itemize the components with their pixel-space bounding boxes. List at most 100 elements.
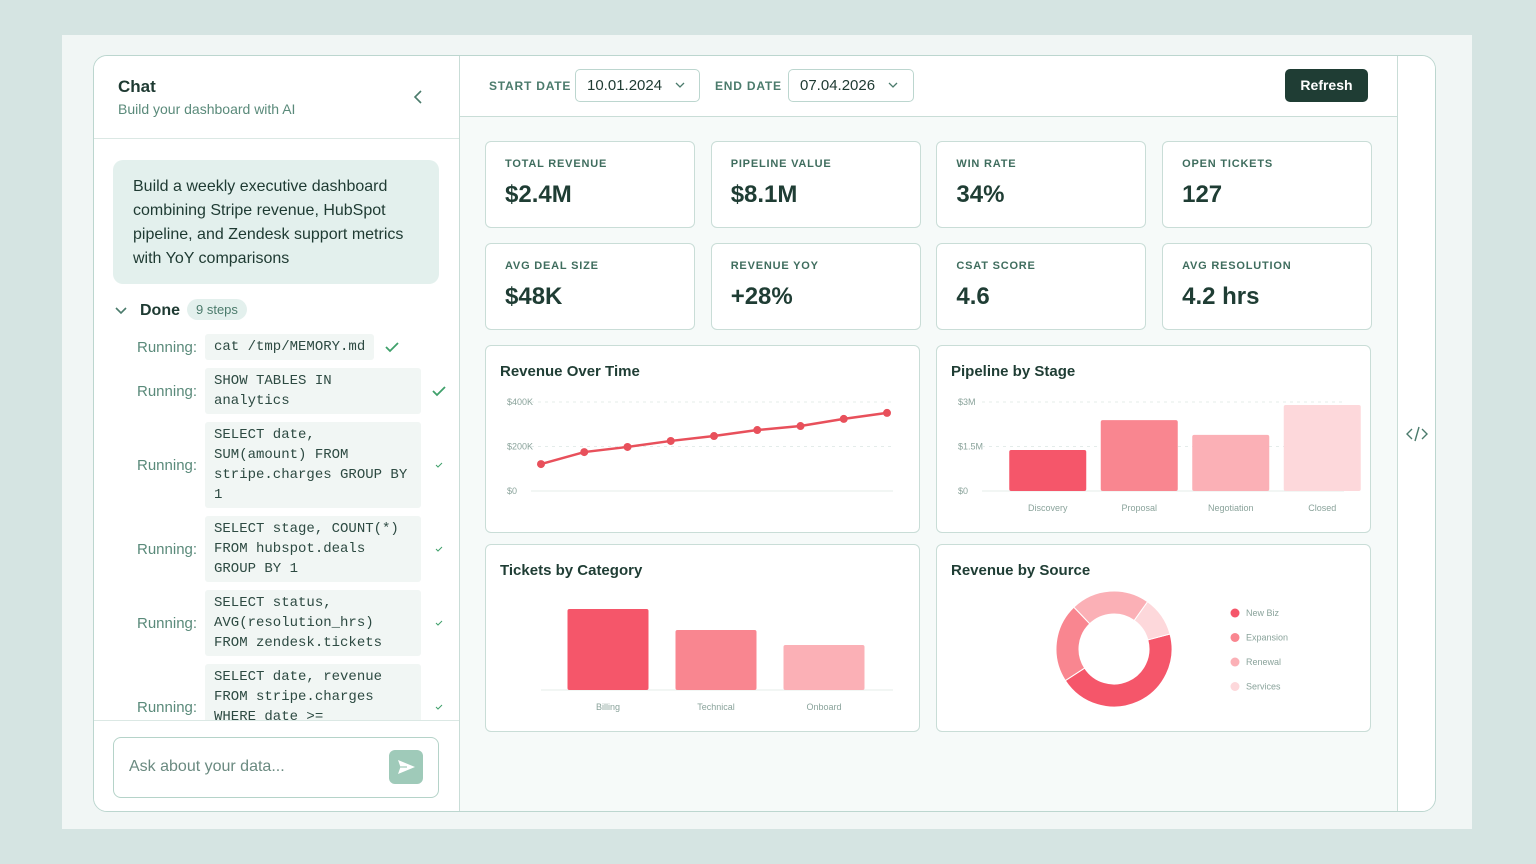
chart: Billing Technical Onboard xyxy=(541,609,893,712)
y-tick-label: $400K xyxy=(507,397,533,407)
kpi-card: TOTAL REVENUE $2.4M xyxy=(485,141,695,228)
kpi-label: OPEN TICKETS xyxy=(1182,158,1273,170)
kpi-card: AVG RESOLUTION 4.2 hrs xyxy=(1162,243,1373,330)
check-mark xyxy=(385,342,399,353)
point xyxy=(883,408,891,417)
bar xyxy=(1009,450,1087,491)
check-mark xyxy=(435,620,443,626)
step-label: Running: xyxy=(137,540,198,558)
chart-title: Revenue by Source xyxy=(951,562,1091,579)
end-date-picker[interactable] xyxy=(788,69,914,102)
kpi-card: REVENUE YOY +28% xyxy=(710,243,921,330)
end-date: 07.04.2026 xyxy=(800,77,876,94)
step-code: SELECT status, AVG(resolution_hrs) FROM … xyxy=(205,590,421,656)
input-placeholder: Ask about your data... xyxy=(129,758,285,775)
bar xyxy=(1283,404,1361,491)
step: Running: SELECT date, SUM(amount) FROM st… xyxy=(137,422,447,508)
check-mark xyxy=(432,386,446,397)
slice xyxy=(1064,633,1173,708)
legend-label: Renewal xyxy=(1246,657,1281,667)
send-button[interactable] xyxy=(389,750,423,784)
step-check xyxy=(435,620,443,626)
chart-title: Revenue Over Time xyxy=(500,363,640,380)
step-check xyxy=(435,462,443,468)
chart-card: Tickets by Category Billing Technical Onboa… xyxy=(485,544,920,732)
bar xyxy=(783,645,865,690)
kpi-label: TOTAL REVENUE xyxy=(505,158,608,170)
step-code: SHOW TABLES IN analytics xyxy=(205,368,421,414)
x-tick-label: Proposal xyxy=(1121,503,1157,513)
kpi-value: $2.4M xyxy=(505,181,572,208)
divider xyxy=(94,720,459,721)
x-tick-label: Closed xyxy=(1308,503,1336,513)
x-tick-label: Negotiation xyxy=(1208,503,1254,513)
steps-count: 9 steps xyxy=(187,299,247,320)
step-check xyxy=(435,704,443,710)
step-label: Running: xyxy=(137,698,198,716)
step-code: SELECT date, SUM(amount) FROM stripe.cha… xyxy=(205,422,421,508)
point xyxy=(537,460,545,469)
step-code: cat /tmp/MEMORY.md xyxy=(205,334,375,360)
refresh-button[interactable]: Refresh xyxy=(1285,69,1368,102)
kpi-card: OPEN TICKETS 127 xyxy=(1162,141,1373,228)
collapse-button[interactable] xyxy=(411,89,427,105)
kpi-value: 4.6 xyxy=(956,283,990,310)
x-tick-label: Discovery xyxy=(1028,503,1068,513)
kpi-label: WIN RATE xyxy=(956,158,1017,170)
kpi-label: CSAT SCORE xyxy=(956,260,1036,272)
bar xyxy=(1192,434,1270,491)
legend-label: Services xyxy=(1246,682,1281,692)
step: Running: cat /tmp/MEMORY.md xyxy=(137,334,447,360)
step-check xyxy=(432,386,446,397)
kpi-label: AVG RESOLUTION xyxy=(1182,260,1292,272)
chart-card: Revenue by Source New Biz Expansion Renewal… xyxy=(936,544,1371,732)
point xyxy=(666,436,675,445)
step: Running: SELECT date, revenue FROM stripe… xyxy=(137,664,447,720)
step-label: Running: xyxy=(137,382,198,400)
check-mark xyxy=(435,546,443,552)
expand-icon[interactable] xyxy=(114,304,128,318)
chart: $0 $1.5M $3M Discovery Proposal Negotiation Cl… xyxy=(958,397,1361,513)
point xyxy=(623,442,632,451)
legend-swatch xyxy=(1230,608,1240,618)
point xyxy=(710,432,718,441)
chart-title: Pipeline by Stage xyxy=(951,363,1076,380)
step-label: Running: xyxy=(137,456,198,474)
steps: Running: cat /tmp/MEMORY.md Running: SHOW T… xyxy=(137,334,447,720)
x-tick-label: Onboard xyxy=(806,702,841,712)
kpi-value: $48K xyxy=(505,283,563,310)
legend-swatch xyxy=(1230,633,1240,642)
side-strip xyxy=(1397,56,1435,811)
chat-input[interactable] xyxy=(113,737,439,798)
bar xyxy=(567,609,649,690)
y-tick-label: $3M xyxy=(958,397,976,407)
kpi-value: +28% xyxy=(730,283,793,310)
bar xyxy=(675,630,757,690)
code-toggle[interactable] xyxy=(1406,425,1428,443)
dropdown-icon xyxy=(888,82,898,88)
step: Running: SELECT stage, COUNT(*) FROM hubs… xyxy=(137,516,447,582)
divider xyxy=(94,138,459,139)
legend-swatch xyxy=(1230,682,1240,691)
end-label: END DATE xyxy=(715,79,782,93)
step-check xyxy=(385,342,399,353)
point xyxy=(753,426,762,435)
point xyxy=(796,422,805,431)
chat-subtitle: Build your dashboard with AI xyxy=(118,101,296,117)
step-label: Running: xyxy=(137,338,198,356)
chat-scroll: Build a weekly executive dashboard combi… xyxy=(94,139,459,720)
y-tick-label: $200K xyxy=(507,442,533,452)
chart-title: Tickets by Category xyxy=(500,562,643,579)
legend-label: New Biz xyxy=(1246,608,1280,618)
kpi-card: PIPELINE VALUE $8.1M xyxy=(710,141,921,228)
point xyxy=(839,414,848,423)
step-label: Running: xyxy=(137,614,198,632)
dropdown-icon xyxy=(675,82,685,88)
point xyxy=(580,448,589,457)
chart-card: Pipeline by Stage $0 $1.5M $3M Discovery Prop… xyxy=(936,345,1371,533)
check-mark xyxy=(435,704,443,710)
kpi-card: WIN RATE 34% xyxy=(936,141,1147,228)
y-tick-label: $0 xyxy=(507,486,517,496)
step: Running: SHOW TABLES IN analytics xyxy=(137,368,447,414)
